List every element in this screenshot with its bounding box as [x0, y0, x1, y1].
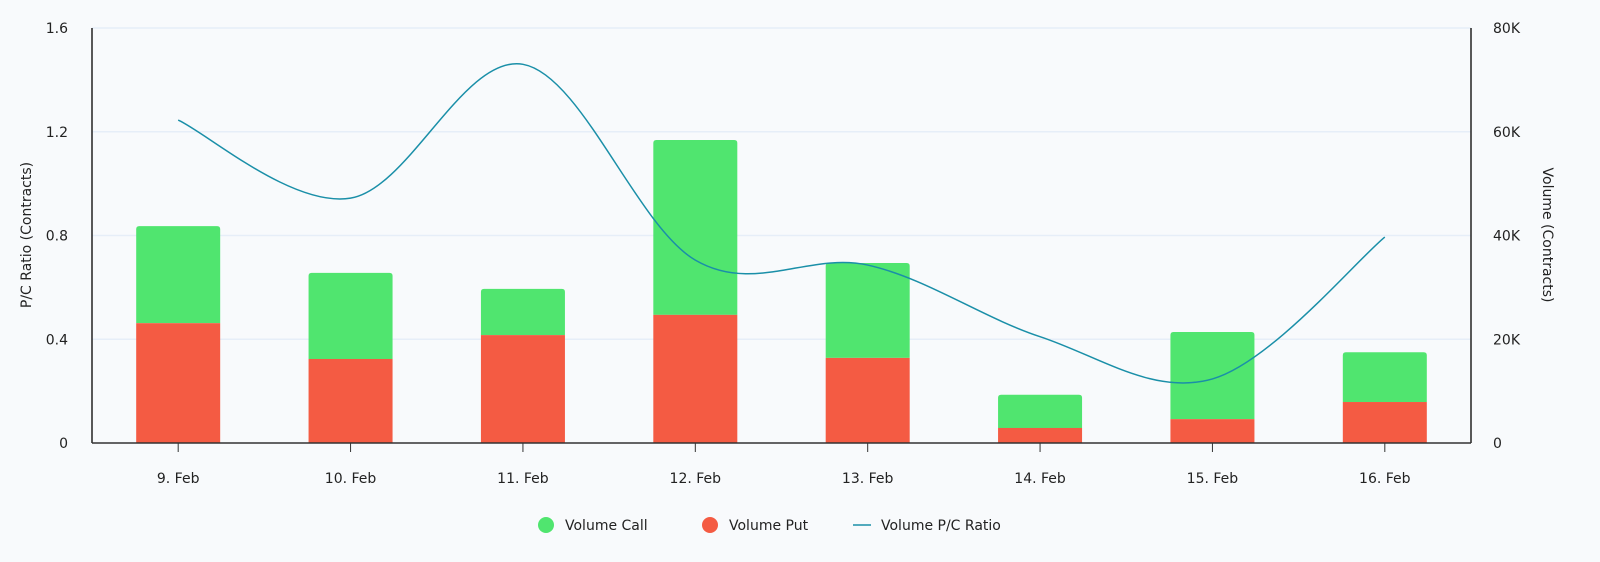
- ratio-line-layer: [177, 63, 1386, 384]
- legend-item-label: Volume Call: [565, 518, 648, 534]
- bar-volume-put: [653, 314, 738, 443]
- x-tick-label: 10. Feb: [325, 471, 377, 487]
- right-tick-label: 40K: [1493, 229, 1521, 245]
- right-tick-label: 60K: [1493, 125, 1521, 141]
- x-tick-label: 16. Feb: [1359, 471, 1411, 487]
- x-tick-label: 14. Feb: [1014, 471, 1066, 487]
- bar-volume-put: [998, 427, 1083, 443]
- x-tick-label: 15. Feb: [1187, 471, 1239, 487]
- gridlines: [92, 27, 1471, 340]
- legend-item-label: Volume Put: [729, 518, 809, 534]
- bar-volume-call: [308, 272, 393, 359]
- left-tick-label: 0.4: [46, 332, 68, 348]
- bar-volume-call: [998, 394, 1083, 428]
- bar-volume-put: [1170, 419, 1255, 443]
- bars: [136, 140, 1427, 443]
- x-tick-label: 13. Feb: [842, 471, 894, 487]
- legend: Volume Call Volume Put Volume P/C Ratio: [538, 517, 1001, 534]
- x-tick-label: 11. Feb: [497, 471, 549, 487]
- right-tick-label: 80K: [1493, 21, 1521, 37]
- left-axis-title: P/C Ratio (Contracts): [19, 162, 35, 308]
- x-tick-label: 9. Feb: [157, 471, 200, 487]
- bar-volume-call: [825, 262, 910, 358]
- bar-volume-call: [1342, 352, 1427, 403]
- left-tick-label: 0: [59, 436, 68, 452]
- right-tick-label: 20K: [1493, 332, 1521, 348]
- bar-volume-put: [308, 358, 393, 443]
- bar-volume-call: [653, 140, 738, 315]
- legend-marker: [702, 517, 718, 533]
- legend-marker: [538, 517, 554, 533]
- bar-volume-put: [825, 357, 910, 443]
- right-axis-title: Volume (Contracts): [1539, 168, 1555, 303]
- right-tick-label: 0: [1493, 436, 1502, 452]
- axes: 0 0.4 0.8 1.2 1.6 0 20K 40K 60K 80K 9. Feb 10. Feb 1…: [46, 21, 1521, 487]
- ratio-line: [177, 63, 1386, 384]
- bar-volume-put: [480, 335, 565, 443]
- legend-item-label: Volume P/C Ratio: [881, 518, 1001, 534]
- left-tick-label: 0.8: [46, 229, 68, 245]
- bar-volume-put: [136, 323, 221, 443]
- x-tick-label: 12. Feb: [670, 471, 722, 487]
- bar-volume-call: [1170, 331, 1255, 420]
- left-tick-label: 1.6: [46, 21, 68, 37]
- bar-volume-put: [1342, 402, 1427, 443]
- bar-volume-call: [136, 226, 221, 324]
- left-tick-label: 1.2: [46, 125, 68, 141]
- bar-volume-call: [480, 288, 565, 336]
